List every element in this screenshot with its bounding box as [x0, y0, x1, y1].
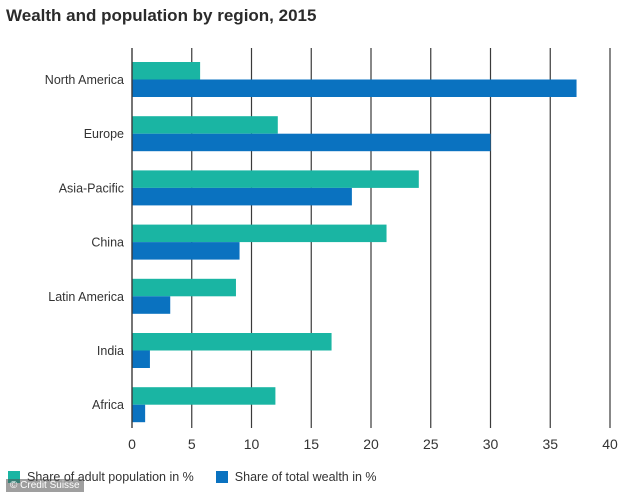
- category-label-north-america: North America: [45, 73, 124, 87]
- category-label-latin-america: Latin America: [48, 290, 124, 304]
- bar-wealth-china: [132, 242, 240, 260]
- bar-population-india: [132, 333, 332, 351]
- category-label-africa: Africa: [92, 398, 124, 412]
- x-tick-label-25: 25: [423, 436, 439, 452]
- bar-wealth-india: [132, 350, 150, 368]
- x-tick-label-5: 5: [188, 436, 196, 452]
- x-tick-label-35: 35: [542, 436, 558, 452]
- bar-wealth-asia-pacific: [132, 187, 352, 206]
- bar-population-africa: [132, 387, 276, 405]
- bar-population-north-america: [132, 62, 201, 80]
- bar-population-europe: [132, 116, 278, 134]
- bar-population-latin-america: [132, 278, 236, 297]
- bar-wealth-africa: [132, 404, 146, 423]
- x-tick-label-15: 15: [303, 436, 319, 452]
- chart-title: Wealth and population by region, 2015: [6, 6, 317, 25]
- legend-item-wealth: Share of total wealth in %: [215, 470, 377, 484]
- watermark: © Credit Suisse: [6, 479, 84, 492]
- x-tick-label-30: 30: [483, 436, 499, 452]
- x-tick-label-0: 0: [128, 436, 136, 452]
- category-label-china: China: [91, 236, 124, 250]
- bar-population-asia-pacific: [132, 170, 419, 188]
- bar-wealth-latin-america: [132, 296, 171, 314]
- category-label-europe: Europe: [84, 127, 124, 141]
- x-tick-label-40: 40: [602, 436, 618, 452]
- bar-chart: 0 5 10 15 20 25 30 35 40 North America Europe Asia-…: [45, 48, 618, 452]
- bar-population-china: [132, 224, 387, 243]
- legend-label-wealth: Share of total wealth in %: [234, 470, 377, 484]
- x-tick-label-10: 10: [244, 436, 260, 452]
- category-label-asia-pacific: Asia-Pacific: [59, 181, 124, 195]
- legend-swatch-wealth: [215, 471, 228, 483]
- bar-wealth-north-america: [132, 79, 577, 97]
- bar-wealth-europe: [132, 133, 491, 152]
- category-label-india: India: [97, 344, 124, 358]
- x-tick-label-20: 20: [363, 436, 379, 452]
